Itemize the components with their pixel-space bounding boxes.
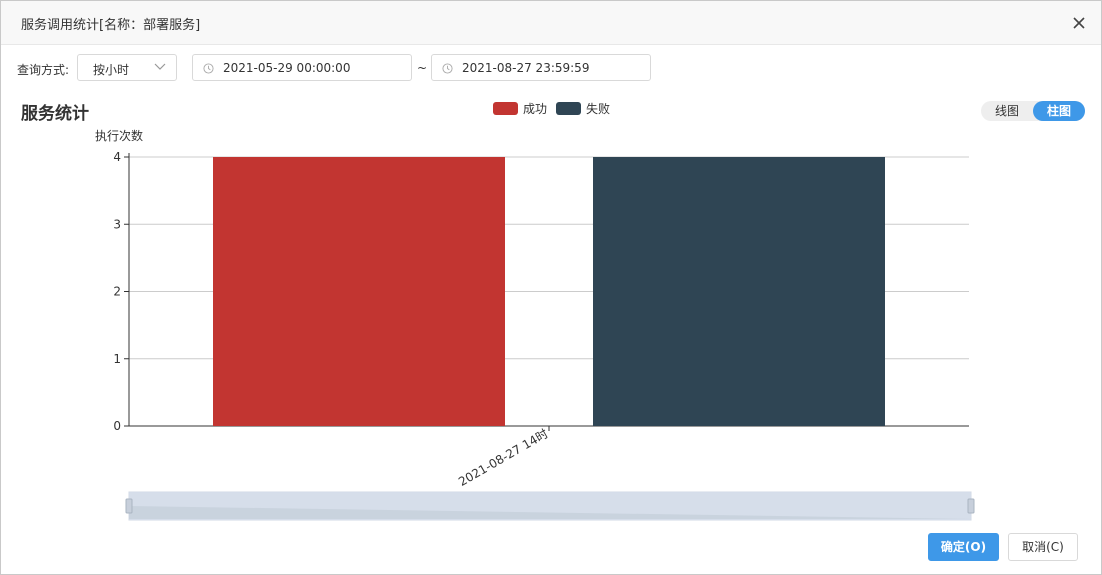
legend-label: 成功 <box>523 102 548 116</box>
bar-chart-toggle[interactable]: 柱图 <box>1033 101 1085 121</box>
bar-success <box>213 157 505 426</box>
legend-swatch <box>556 102 581 115</box>
zoom-handle-left[interactable] <box>125 498 133 514</box>
line-chart-toggle[interactable]: 线图 <box>994 104 1019 118</box>
start-date-input[interactable]: 2021-05-29 00:00:00 <box>192 54 412 81</box>
close-button[interactable] <box>1069 13 1089 33</box>
legend-swatch <box>493 102 518 115</box>
cancel-button[interactable]: 取消(C) <box>1008 533 1078 561</box>
chart-title: 服务统计 <box>21 104 89 124</box>
close-icon <box>1073 17 1085 29</box>
y-tick-label: 1 <box>113 352 121 366</box>
query-mode-label: 查询方式: <box>17 63 70 77</box>
start-date-value: 2021-05-29 00:00:00 <box>223 61 351 75</box>
end-date-value: 2021-08-27 23:59:59 <box>462 61 590 75</box>
clock-icon <box>442 63 453 74</box>
ok-button[interactable]: 确定(O) <box>928 533 999 561</box>
chevron-down-icon <box>154 63 166 70</box>
bar-chart: 执行次数 0 1 2 3 4 2021-08-27 14时 <box>95 128 975 521</box>
query-mode-select[interactable]: 按小时 <box>77 54 177 81</box>
zoom-preview <box>129 506 971 519</box>
date-range-separator: ~ <box>417 61 428 75</box>
dialog-header: 服务调用统计[名称：部署服务] <box>1 1 1101 45</box>
zoom-handle-right[interactable] <box>967 498 975 514</box>
y-tick-label: 4 <box>113 150 121 164</box>
query-mode-value: 按小时 <box>93 63 130 77</box>
chart-type-toggle: 线图 柱图 <box>981 101 1085 121</box>
y-axis-label: 执行次数 <box>95 128 143 143</box>
clock-icon <box>203 63 214 74</box>
y-tick-label: 0 <box>113 419 121 433</box>
y-tick-label: 2 <box>113 285 121 299</box>
dialog-title: 服务调用统计[名称：部署服务] <box>21 18 201 33</box>
x-tick-label: 2021-08-27 14时 <box>456 426 550 489</box>
legend-label: 失败 <box>586 102 611 116</box>
y-tick-label: 3 <box>113 217 121 231</box>
end-date-input[interactable]: 2021-08-27 23:59:59 <box>431 54 651 81</box>
bar-failure <box>593 157 885 426</box>
